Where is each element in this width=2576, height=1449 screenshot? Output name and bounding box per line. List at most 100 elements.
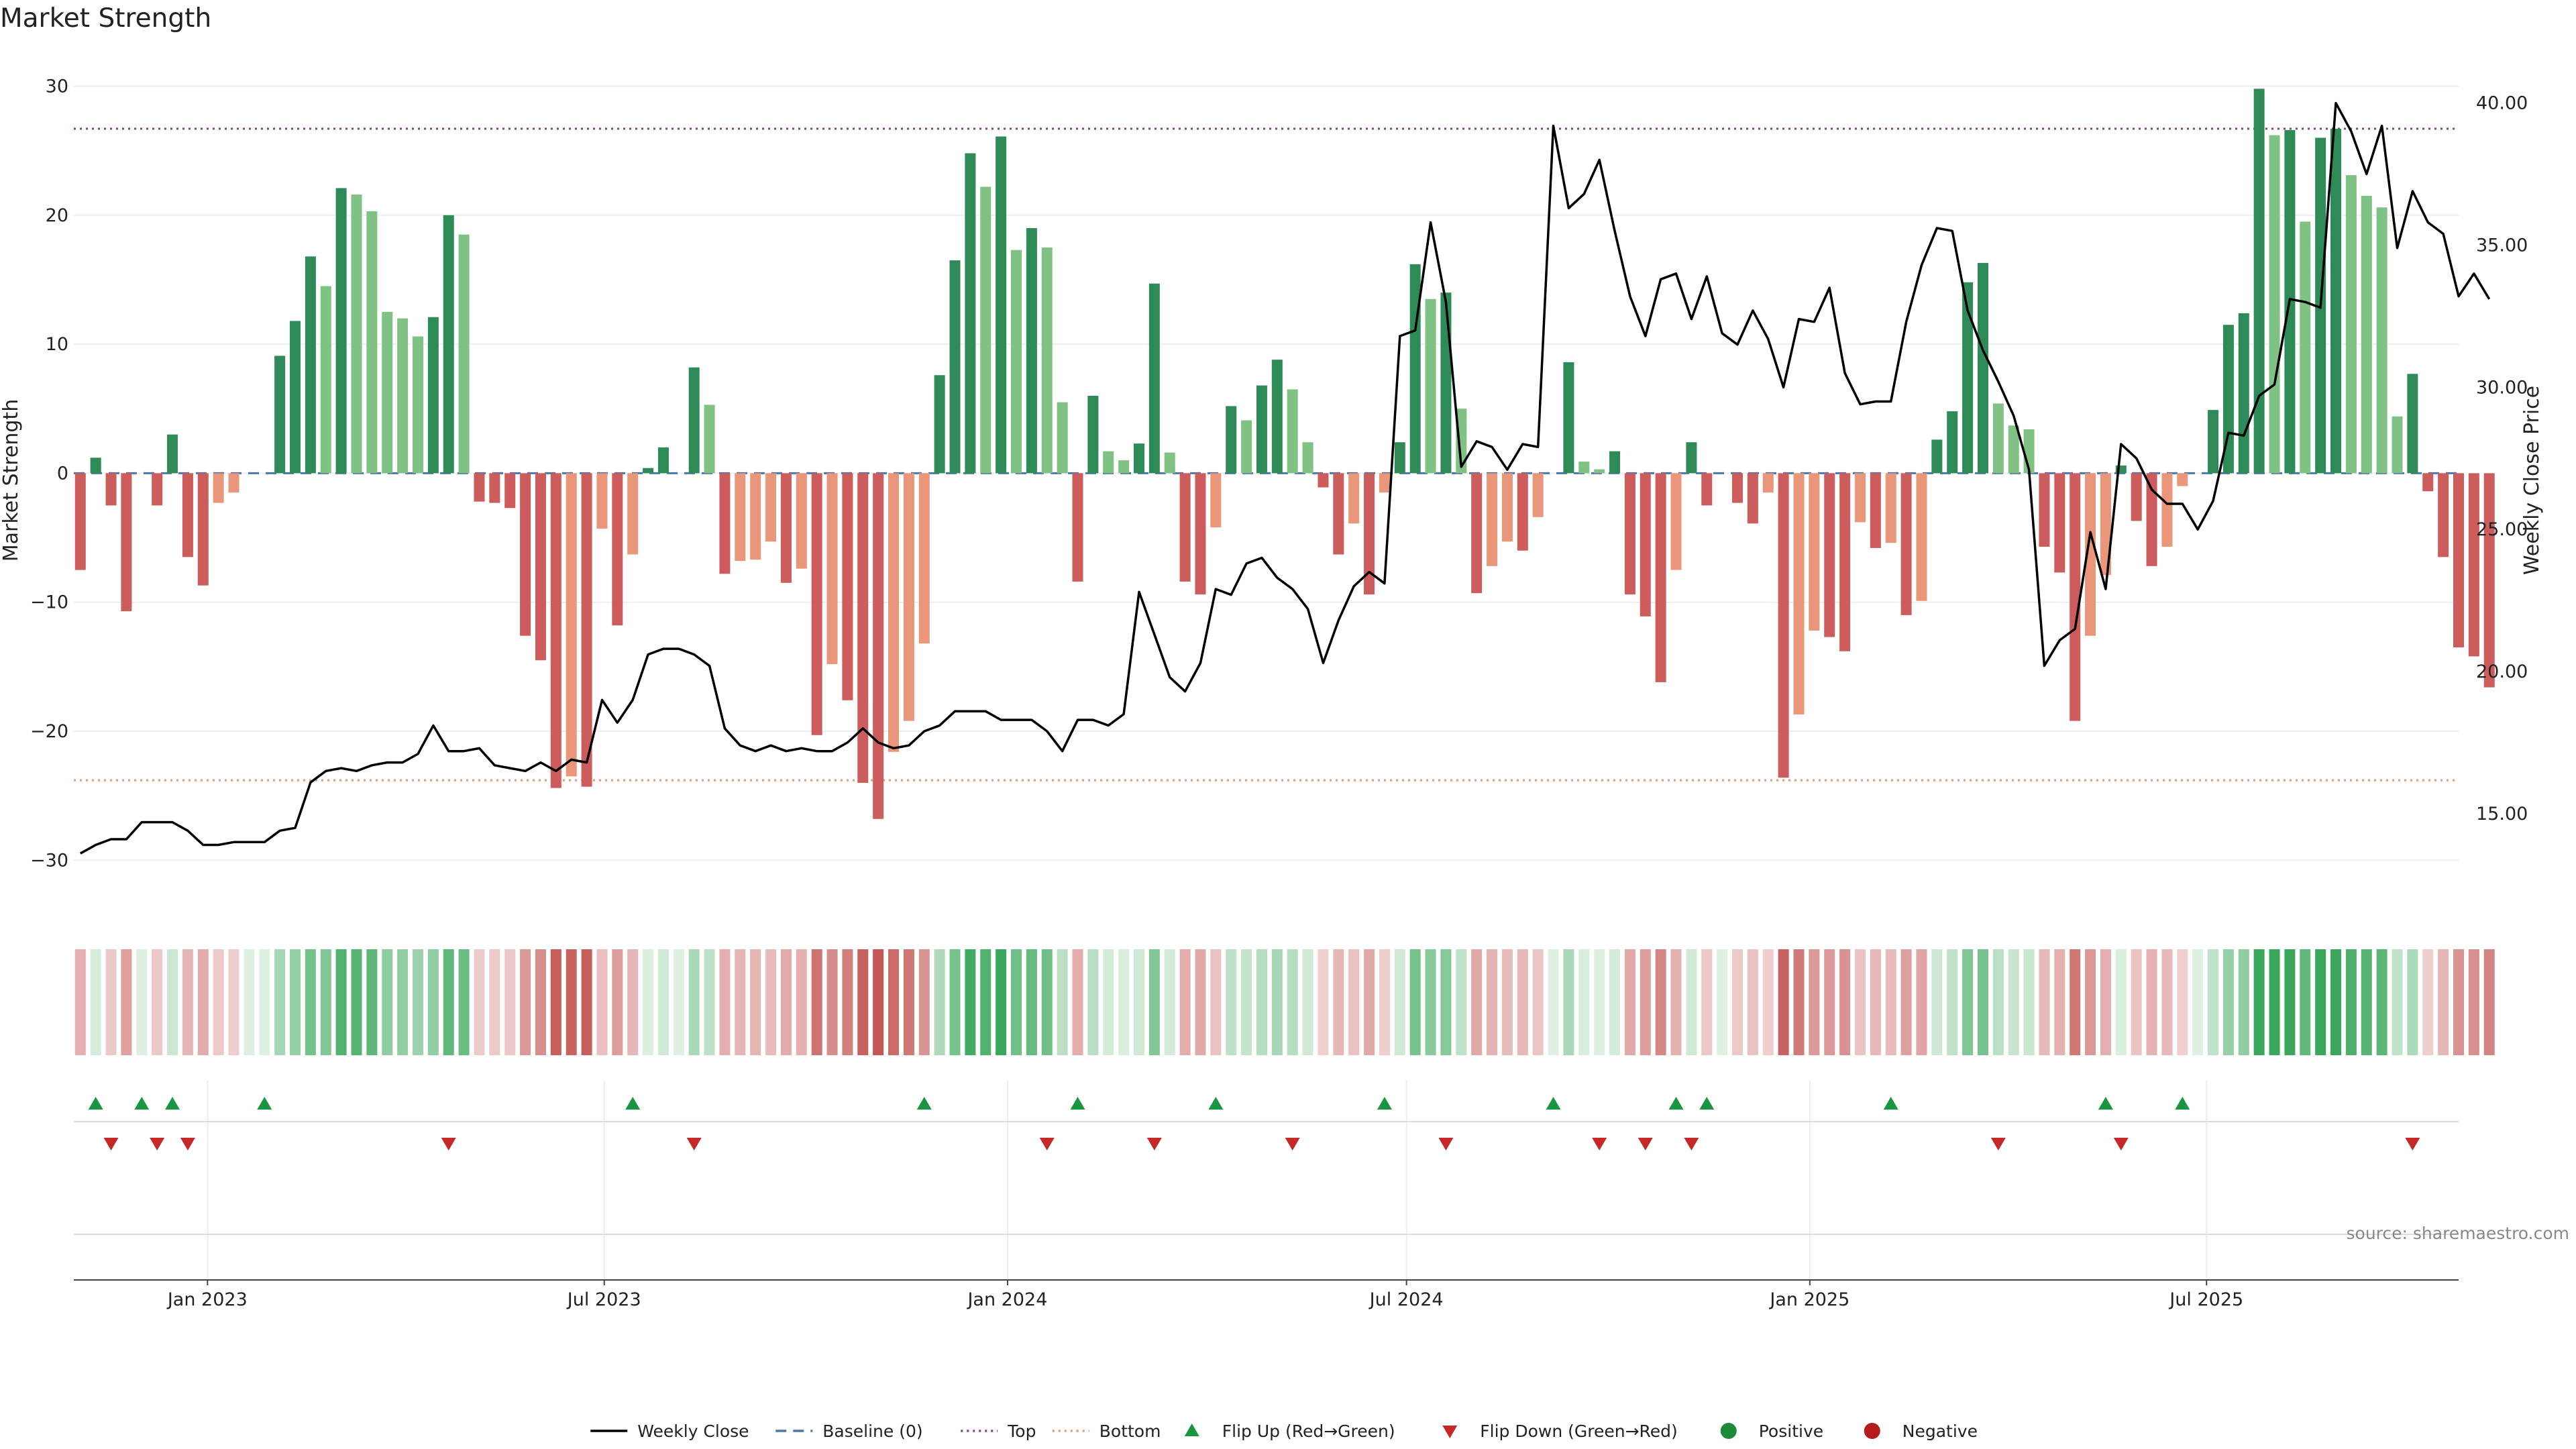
heat-cell bbox=[2192, 949, 2204, 1055]
strength-bar bbox=[1563, 362, 1574, 474]
strength-bar bbox=[2300, 221, 2311, 474]
strength-bar bbox=[643, 468, 654, 474]
heat-cell bbox=[1456, 949, 1467, 1055]
legend-item: Bottom bbox=[1052, 1421, 1161, 1441]
strength-bar bbox=[1226, 406, 1237, 474]
heat-cell bbox=[2177, 949, 2188, 1055]
flip-down-marker bbox=[2113, 1138, 2129, 1150]
legend-label: Bottom bbox=[1099, 1421, 1161, 1441]
strength-bar bbox=[1394, 442, 1405, 474]
heat-cell bbox=[1563, 949, 1574, 1055]
flip-down-marker bbox=[2405, 1138, 2420, 1150]
flip-up-marker bbox=[625, 1097, 641, 1110]
strength-bar bbox=[1501, 473, 1513, 542]
flip-up-marker bbox=[1699, 1097, 1715, 1110]
heat-cell bbox=[427, 949, 439, 1055]
heat-cell bbox=[105, 949, 117, 1055]
strength-bar bbox=[1701, 473, 1713, 506]
strength-bar bbox=[2407, 374, 2418, 474]
heat-cell bbox=[74, 949, 86, 1055]
heat-cell bbox=[2269, 949, 2280, 1055]
y-axis-ticks: −30 −20 −10 0 10 20 30 bbox=[30, 76, 68, 871]
strength-bar bbox=[1916, 473, 1927, 601]
heat-cell bbox=[842, 949, 853, 1055]
strength-bar bbox=[2222, 325, 2234, 474]
heat-cell bbox=[1302, 949, 1313, 1055]
strength-bar bbox=[2253, 89, 2265, 474]
heat-cell bbox=[1409, 949, 1421, 1055]
flip-down-marker bbox=[1638, 1138, 1653, 1150]
heat-cell bbox=[765, 949, 777, 1055]
strength-bar bbox=[2039, 473, 2050, 547]
strength-bar bbox=[796, 473, 807, 569]
strength-bar bbox=[2054, 473, 2065, 573]
x-tick-label: Jul 2023 bbox=[566, 1289, 641, 1310]
strength-bar bbox=[1885, 473, 1896, 543]
strength-bar bbox=[2330, 128, 2342, 474]
heat-cell bbox=[1195, 949, 1206, 1055]
heat-cell bbox=[228, 949, 239, 1055]
heat-cell bbox=[2253, 949, 2265, 1055]
strength-bar bbox=[535, 473, 546, 661]
heat-cell bbox=[1885, 949, 1896, 1055]
y-tick-label: 0 bbox=[57, 463, 68, 484]
heat-cell bbox=[903, 949, 914, 1055]
heat-cell bbox=[152, 949, 163, 1055]
strength-bar bbox=[780, 473, 792, 583]
strength-bar bbox=[1072, 473, 1083, 582]
heat-cell bbox=[873, 949, 884, 1055]
heat-cell bbox=[811, 949, 822, 1055]
heat-cell bbox=[1348, 949, 1360, 1055]
heat-cell bbox=[918, 949, 930, 1055]
strength-bar bbox=[1686, 442, 1697, 474]
strength-bar bbox=[826, 473, 838, 664]
strength-bar bbox=[290, 321, 301, 474]
heat-cell bbox=[2054, 949, 2065, 1055]
heat-cell bbox=[2208, 949, 2219, 1055]
heat-cell bbox=[1026, 949, 1037, 1055]
heat-cell bbox=[1318, 949, 1329, 1055]
strength-bar bbox=[1302, 442, 1313, 474]
legend-item: Flip Down (Green→Red) bbox=[1442, 1421, 1678, 1441]
x-tick-label: Jul 2024 bbox=[1368, 1289, 1444, 1310]
strength-bar bbox=[1854, 473, 1866, 523]
y-tick-label: 30 bbox=[46, 76, 68, 97]
flip-down-marker bbox=[1592, 1138, 1607, 1150]
heat-cell bbox=[382, 949, 393, 1055]
strength-bar bbox=[1440, 292, 1452, 474]
heat-cell bbox=[1057, 949, 1068, 1055]
heat-cell bbox=[796, 949, 807, 1055]
strength-bar bbox=[1578, 462, 1590, 474]
heat-cell bbox=[719, 949, 731, 1055]
heat-cell bbox=[1287, 949, 1298, 1055]
strength-bar bbox=[2269, 135, 2280, 474]
strength-bar bbox=[504, 473, 516, 508]
heat-cell bbox=[489, 949, 500, 1055]
heat-cell bbox=[1179, 949, 1191, 1055]
flip-down-marker bbox=[103, 1138, 119, 1150]
strength-bar bbox=[182, 473, 193, 557]
strength-bar bbox=[1148, 283, 1160, 474]
strength-bar bbox=[657, 447, 669, 474]
heat-cell bbox=[366, 949, 378, 1055]
y2-axis-label: Weekly Close Price bbox=[2520, 386, 2544, 575]
heat-cell bbox=[1072, 949, 1083, 1055]
heat-cell bbox=[1364, 949, 1375, 1055]
heat-cell bbox=[2131, 949, 2142, 1055]
strength-bar bbox=[228, 473, 239, 493]
strength-bar bbox=[1931, 439, 1943, 474]
strength-bar bbox=[320, 286, 331, 474]
strength-bar bbox=[1609, 451, 1621, 474]
strength-bar bbox=[2392, 416, 2403, 474]
flip-up-marker bbox=[916, 1097, 932, 1110]
heat-cell bbox=[1809, 949, 1820, 1055]
legend-swatch bbox=[1184, 1424, 1199, 1436]
y2-tick-label: 25.00 bbox=[2476, 519, 2528, 540]
strength-bar bbox=[612, 473, 623, 626]
flip-up-marker bbox=[1546, 1097, 1561, 1110]
heat-cell bbox=[1731, 949, 1743, 1055]
heat-cell bbox=[1164, 949, 1175, 1055]
strength-bar bbox=[366, 211, 378, 474]
strength-bar bbox=[1824, 473, 1835, 637]
heat-cell bbox=[1271, 949, 1283, 1055]
